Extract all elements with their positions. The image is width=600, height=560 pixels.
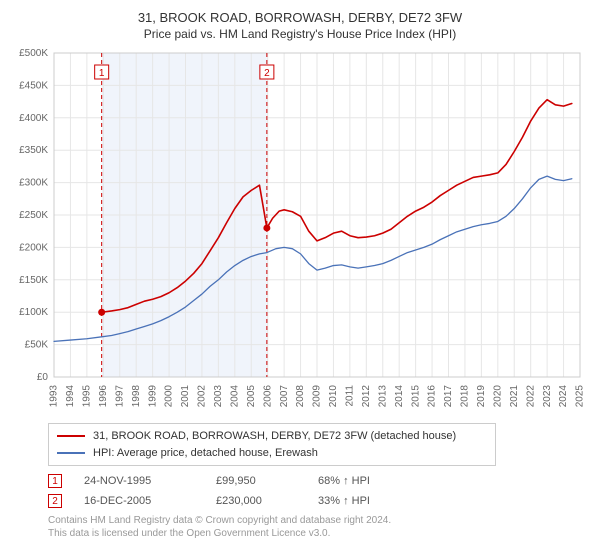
legend-row: 31, BROOK ROAD, BORROWASH, DERBY, DE72 3… (57, 428, 487, 445)
y-tick-label: £100K (19, 307, 48, 318)
y-tick-label: £250K (19, 210, 48, 221)
title-main: 31, BROOK ROAD, BORROWASH, DERBY, DE72 3… (10, 10, 590, 25)
event-marker-id: 2 (264, 68, 270, 79)
y-tick-label: £350K (19, 145, 48, 156)
y-tick-label: £300K (19, 178, 48, 189)
x-tick-label: 2011 (345, 385, 356, 407)
event-marker-dot (98, 309, 105, 316)
data-point-date: 24-NOV-1995 (84, 475, 194, 487)
x-tick-label: 2025 (575, 385, 586, 408)
x-tick-label: 2000 (164, 385, 175, 408)
x-tick-label: 2009 (312, 385, 323, 408)
data-point-pct: 68% ↑ HPI (318, 475, 370, 487)
y-tick-label: £400K (19, 113, 48, 124)
y-tick-label: £450K (19, 80, 48, 91)
x-tick-label: 1995 (82, 385, 93, 408)
x-tick-label: 2016 (427, 385, 438, 408)
data-point-price: £99,950 (216, 475, 296, 487)
x-tick-label: 2010 (328, 385, 339, 408)
data-point-date: 16-DEC-2005 (84, 495, 194, 507)
page-root: 31, BROOK ROAD, BORROWASH, DERBY, DE72 3… (0, 0, 600, 560)
data-point-marker: 1 (48, 474, 62, 488)
legend: 31, BROOK ROAD, BORROWASH, DERBY, DE72 3… (48, 423, 496, 466)
legend-swatch (57, 452, 85, 454)
legend-swatch (57, 435, 85, 437)
chart: £0 £50K £100K £150K £200K £250K £300K £350K £400… (10, 47, 590, 417)
footer-line1: Contains HM Land Registry data © Crown c… (48, 514, 590, 527)
legend-label: HPI: Average price, detached house, Erew… (93, 445, 318, 462)
x-tick-label: 2022 (525, 385, 536, 408)
x-tick-label: 2007 (279, 385, 290, 408)
x-tick-label: 1996 (98, 385, 109, 408)
x-tick-label: 1994 (65, 385, 76, 408)
x-tick-label: 1999 (147, 385, 158, 408)
chart-svg: £0 £50K £100K £150K £200K £250K £300K £350K £400… (10, 47, 590, 417)
x-tick-label: 1993 (49, 385, 60, 408)
legend-row: HPI: Average price, detached house, Erew… (57, 445, 487, 462)
x-tick-label: 1998 (131, 385, 142, 408)
x-tick-label: 2006 (262, 385, 273, 408)
y-tick-label: £200K (19, 242, 48, 253)
x-tick-label: 2001 (180, 385, 191, 408)
data-point-rows: 1 24-NOV-1995 £99,950 68% ↑ HPI 2 16-DEC-2005… (48, 474, 590, 508)
data-point-price: £230,000 (216, 495, 296, 507)
x-tick-label: 2019 (476, 385, 487, 408)
x-tick-label: 2024 (558, 385, 569, 408)
title-sub: Price paid vs. HM Land Registry's House … (10, 27, 590, 41)
y-tick-label: £0 (37, 372, 49, 383)
data-point-row: 2 16-DEC-2005 £230,000 33% ↑ HPI (48, 494, 590, 508)
x-tick-label: 2023 (542, 385, 553, 408)
x-tick-label: 2012 (361, 385, 372, 408)
event-marker-id: 1 (99, 68, 105, 79)
title-block: 31, BROOK ROAD, BORROWASH, DERBY, DE72 3… (10, 10, 590, 41)
x-tick-label: 2014 (394, 385, 405, 408)
footer-note: Contains HM Land Registry data © Crown c… (48, 514, 590, 540)
event-marker-dot (263, 224, 270, 231)
x-tick-label: 2020 (492, 385, 503, 408)
legend-label: 31, BROOK ROAD, BORROWASH, DERBY, DE72 3… (93, 428, 456, 445)
x-tick-label: 2002 (197, 385, 208, 408)
footer-line2: This data is licensed under the Open Gov… (48, 527, 590, 540)
x-tick-label: 2015 (410, 385, 421, 408)
data-point-pct: 33% ↑ HPI (318, 495, 370, 507)
x-tick-label: 2004 (229, 385, 240, 408)
x-tick-label: 2013 (377, 385, 388, 408)
x-tick-label: 2008 (295, 385, 306, 408)
x-tick-label: 1997 (114, 385, 125, 408)
y-tick-label: £150K (19, 275, 48, 286)
y-tick-label: £50K (25, 340, 49, 351)
data-point-row: 1 24-NOV-1995 £99,950 68% ↑ HPI (48, 474, 590, 488)
x-tick-label: 2003 (213, 385, 224, 408)
y-tick-label: £500K (19, 48, 48, 59)
x-tick-label: 2021 (509, 385, 520, 408)
x-tick-label: 2005 (246, 385, 257, 408)
data-point-marker: 2 (48, 494, 62, 508)
x-tick-label: 2017 (443, 385, 454, 408)
x-tick-label: 2018 (460, 385, 471, 408)
